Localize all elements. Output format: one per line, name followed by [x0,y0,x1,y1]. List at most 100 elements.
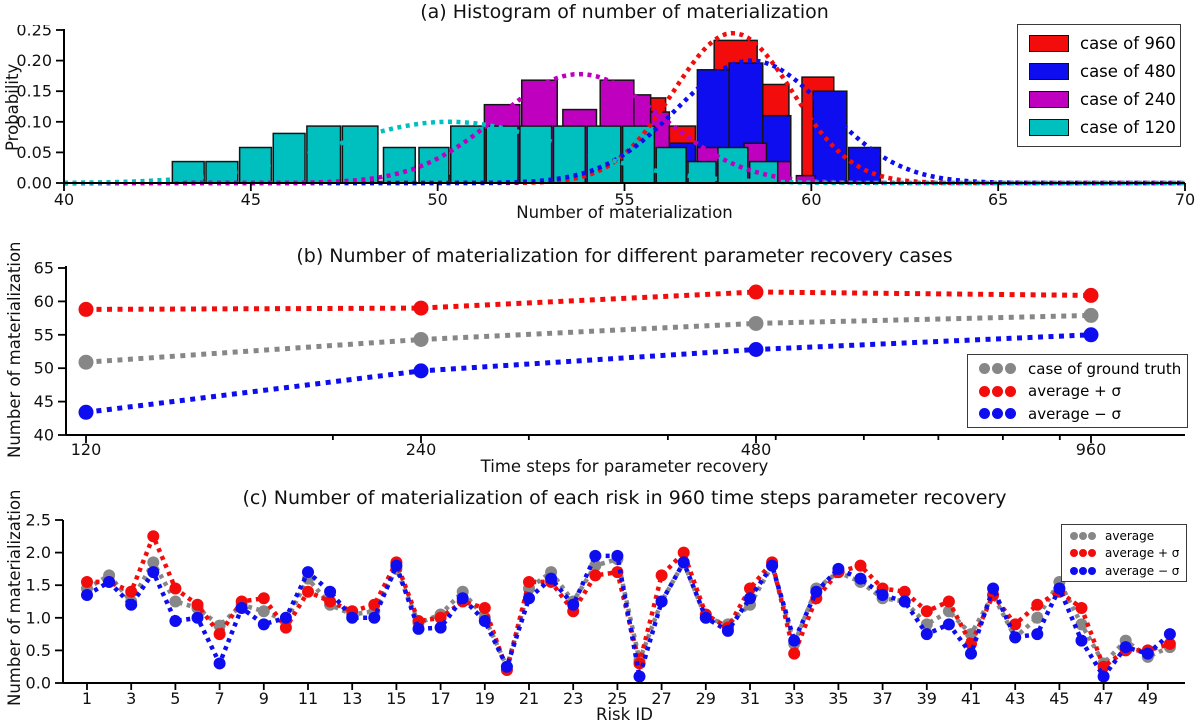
y-tick-label: 0.05 [16,143,52,162]
data-point-blue [368,611,381,624]
dot-icon [1070,549,1078,557]
data-point-red [213,628,226,641]
data-point-blue [1141,647,1154,660]
dot-icon [992,363,1003,374]
legend-item-label: case of 240 [1080,90,1176,109]
data-point-blue [81,588,93,601]
legend-dotted-marker-icon [979,385,1018,397]
x-tick-label: 55 [614,190,634,209]
data-point-blue [1009,631,1022,644]
y-tick-label: 0.20 [16,51,52,70]
dot-icon [1005,385,1016,397]
data-point-red [191,598,204,611]
data-point-blue [1075,634,1088,647]
x-tick-label: 25 [607,689,627,708]
data-point-blue [567,598,580,611]
x-tick-label: 29 [696,689,716,708]
data-point-blue [854,572,867,585]
hist-bar-cyan [306,125,342,184]
subplot-b-x-axis-label: Time steps for parameter recovery [480,457,769,476]
x-tick-label: 15 [386,689,406,708]
subplot-b-legend: case of ground truth average + σ average −… [967,354,1188,428]
legend-item: case of 960 [1018,34,1180,53]
data-point-blue [390,559,403,572]
data-point-red [324,595,337,608]
data-point-gray [147,556,160,569]
data-point-blue [655,595,668,608]
data-point-red [1031,598,1044,611]
data-point-blue [279,611,292,624]
x-tick-label: 40 [54,190,74,209]
data-point-blue [478,615,491,628]
data-point-blue [589,549,602,562]
dot-icon [1088,549,1096,557]
dot-icon [1005,363,1016,374]
data-point-blue [324,585,337,598]
dot-icon [1005,408,1016,419]
y-tick-label: 1.0 [26,608,51,627]
series-line-gray [85,312,1092,365]
y-tick-label: 0.25 [16,25,52,40]
x-tick-label: 37 [872,689,892,708]
x-tick-label: 47 [1093,689,1113,708]
data-point-blue [699,611,712,624]
data-point-gray [169,595,182,608]
dot-icon [1079,566,1087,575]
x-tick-label: 21 [519,689,539,708]
hist-bar-cyan [238,146,273,184]
subplot-c-x-axis-label: Risk ID [595,705,654,724]
x-tick-label: 120 [71,440,102,459]
data-point-red [1083,287,1099,303]
dot-icon [979,363,990,374]
legend-item: case of 480 [1018,62,1180,81]
x-tick-label: 65 [988,190,1008,209]
legend-item: case of 240 [1018,90,1180,109]
data-point-blue [125,598,138,611]
dot-icon [992,408,1003,419]
data-point-blue [1119,641,1132,654]
data-point-red [169,582,182,595]
x-tick-label: 33 [784,689,804,708]
legend-swatch-icon [1029,63,1069,80]
y-tick-label: 0.15 [16,82,52,101]
subplot-c-line-chart-svg: 0.00.51.01.52.02.51 3 5 7 9 11 13 15 17 19 21 23 25 2… [26,512,1185,708]
data-point-blue [412,622,425,635]
data-point-red [677,546,690,559]
y-tick-label: 45 [34,392,54,411]
data-point-gray [1075,618,1088,631]
legend-item: average + σ [1062,546,1186,560]
data-point-blue [1053,582,1066,595]
data-point-red [920,605,933,618]
subplot-a-legend: case of 960 case of 480 case of 240 case of… [1017,24,1181,147]
y-tick-label: 2.0 [26,543,51,562]
x-tick-label: 19 [475,689,495,708]
data-point-gray [257,605,270,618]
data-point-blue [677,556,690,569]
y-tick-label: 0.5 [26,641,51,660]
data-point-red [125,585,138,598]
data-point-blue [413,363,429,379]
x-tick-label: 35 [828,689,848,708]
data-point-blue [942,618,955,631]
subplot-a-histogram-svg: 0.00 0.05 0.10 0.15 0.20 0.25 40 45 50 55 60 65 70 [16,25,1195,209]
data-point-blue [545,572,558,585]
legend-item-label: average [1105,528,1155,543]
data-point-red [942,595,955,608]
data-point-gray [1083,307,1099,323]
data-point-red [368,598,381,611]
subplot-a-x-axis-label: Number of materialization [516,203,733,222]
data-point-blue [346,611,359,624]
data-point-blue [523,592,535,605]
dot-icon [1079,549,1087,557]
subplot-a-title: (a) Histogram of number of materializati… [420,1,829,23]
hist-bar-cyan [655,146,687,184]
data-point-blue [191,611,204,624]
series-line-red [87,530,1171,678]
subplot-c-legend: average average + σ average − σ [1061,524,1187,582]
data-point-blue [456,592,469,605]
data-point-red [1075,602,1088,615]
subplot-b-line-chart-svg: 40 45 50 55 60 65 120 240 480 960 [34,259,1185,459]
data-point-red [279,621,292,634]
series-line-blue [85,332,1092,415]
x-tick-label: 39 [917,689,937,708]
